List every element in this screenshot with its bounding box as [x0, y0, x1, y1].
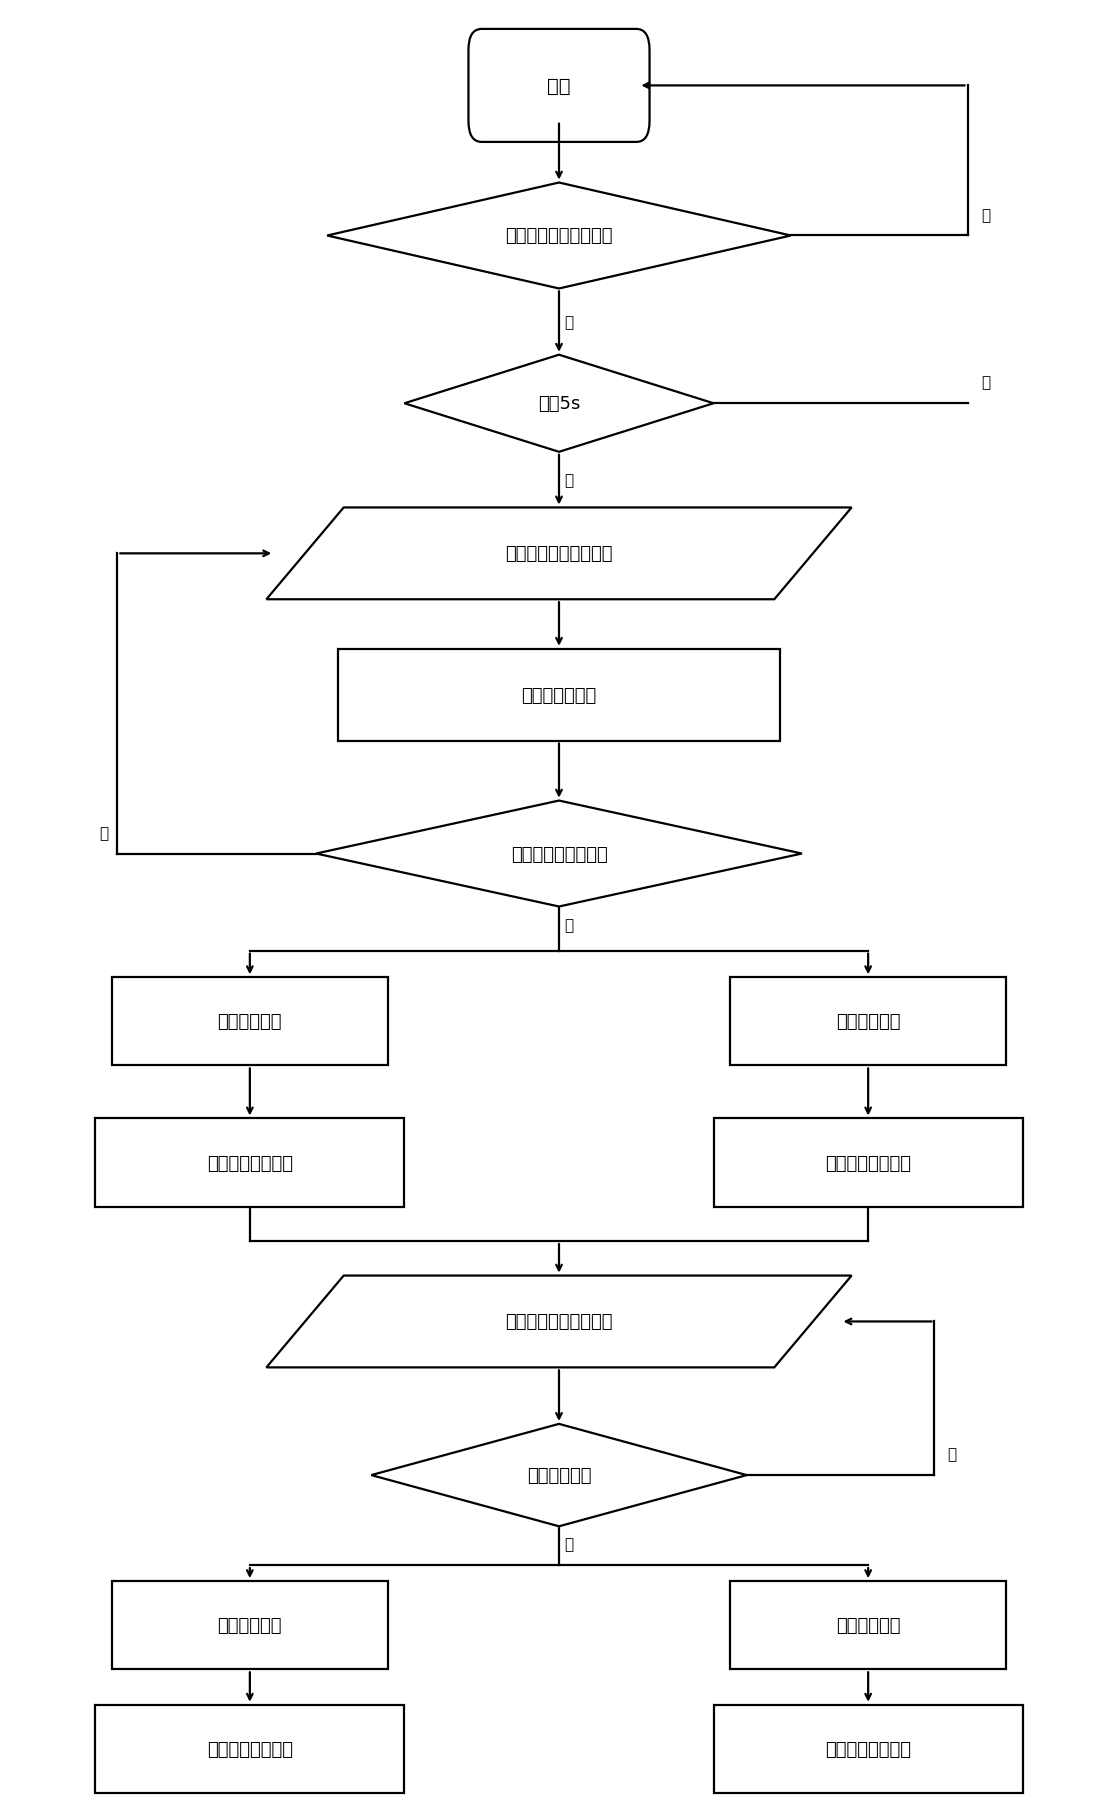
Polygon shape [266, 1275, 852, 1368]
Bar [730, 978, 1006, 1067]
Bar [95, 1705, 405, 1792]
Bar [112, 1582, 388, 1669]
Text: 是: 是 [565, 1536, 574, 1551]
Text: 第二旋轮调整: 第二旋轮调整 [836, 1012, 900, 1030]
Text: 否: 否 [948, 1446, 957, 1462]
Text: 三个旋轮到达指定位置: 三个旋轮到达指定位置 [505, 227, 613, 245]
Text: 间隔5s: 间隔5s [538, 395, 580, 414]
Text: 计算需要延长的时间值: 计算需要延长的时间值 [505, 1313, 613, 1331]
Text: 第二旋轮调整: 第二旋轮调整 [836, 1616, 900, 1634]
Text: 计算压力平均值: 计算压力平均值 [521, 686, 597, 704]
Polygon shape [328, 183, 790, 288]
Text: 旋轮进给调整程序: 旋轮进给调整程序 [825, 1740, 911, 1758]
Text: 三个旋轮是否均压下: 三个旋轮是否均压下 [511, 845, 607, 863]
Text: 第一旋轮调整: 第一旋轮调整 [218, 1012, 282, 1030]
Text: 是: 是 [565, 473, 574, 488]
Text: 第一旋轮调整: 第一旋轮调整 [218, 1616, 282, 1634]
Bar [713, 1705, 1023, 1792]
Text: 否: 否 [980, 207, 989, 223]
Text: 旋轮进给调整程序: 旋轮进给调整程序 [207, 1154, 293, 1172]
Bar [112, 978, 388, 1067]
Text: 采集三个旋轮油缸压力: 采集三个旋轮油缸压力 [505, 544, 613, 562]
Text: 是否满足周期: 是否满足周期 [527, 1466, 591, 1484]
Text: 否: 否 [980, 375, 989, 390]
Text: 旋轮进给调整程序: 旋轮进给调整程序 [825, 1154, 911, 1172]
Bar [713, 1119, 1023, 1206]
Text: 旋轮进给调整程序: 旋轮进给调整程序 [207, 1740, 293, 1758]
Text: 是: 是 [565, 316, 574, 330]
Bar [338, 649, 780, 742]
Text: 开始: 开始 [547, 76, 571, 96]
Polygon shape [266, 508, 852, 600]
FancyBboxPatch shape [468, 29, 650, 143]
Bar [95, 1119, 405, 1206]
Bar [730, 1582, 1006, 1669]
Polygon shape [371, 1424, 747, 1526]
Text: 是: 是 [565, 918, 574, 932]
Polygon shape [316, 802, 802, 907]
Polygon shape [405, 356, 713, 452]
Text: 否: 否 [100, 825, 108, 840]
